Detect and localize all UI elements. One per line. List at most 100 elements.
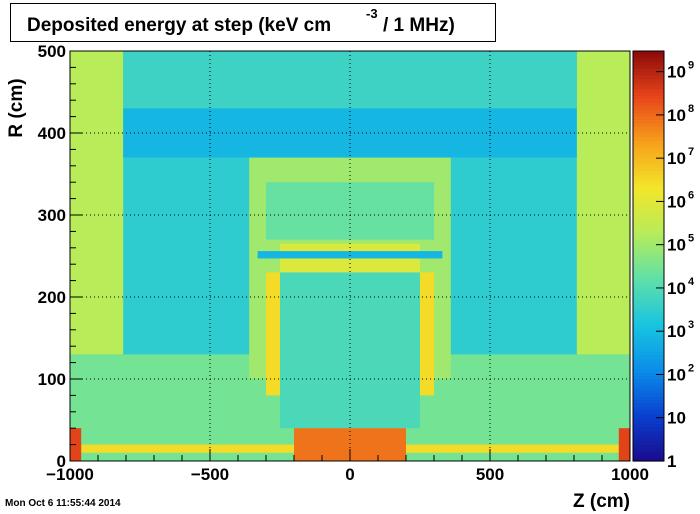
y-tick-label: 500 <box>38 42 66 61</box>
heatmap-cell <box>618 428 630 461</box>
heatmap-cell <box>280 272 420 429</box>
colorbar-segment <box>633 160 664 165</box>
colorbar-segment <box>633 385 664 390</box>
colorbar-segment <box>633 324 664 329</box>
colorbar-segment <box>633 105 664 110</box>
colorbar-segment <box>633 109 664 114</box>
colorbar-segment <box>633 95 664 100</box>
colorbar-segment <box>633 297 664 302</box>
chart-title-exponent: -3 <box>366 6 378 21</box>
y-tick-label: 300 <box>38 206 66 225</box>
colorbar-tick-label: 1 <box>667 452 676 471</box>
colorbar-segment <box>633 211 664 216</box>
chart-title-tail: / 1 MHz) <box>383 15 455 36</box>
colorbar-segment <box>633 447 664 452</box>
colorbar-segment <box>633 331 664 336</box>
colorbar-segment <box>633 102 664 107</box>
colorbar-segment <box>633 163 664 168</box>
colorbar-segment <box>633 402 664 407</box>
colorbar-segment <box>633 358 664 363</box>
colorbar-segment <box>633 310 664 315</box>
colorbar-segment <box>633 293 664 298</box>
colorbar-segment <box>633 245 664 250</box>
colorbar-segment <box>633 249 664 254</box>
colorbar-segment <box>633 450 664 455</box>
colorbar-segment <box>633 81 664 86</box>
colorbar-segment <box>633 225 664 230</box>
colorbar-segment <box>633 51 664 56</box>
colorbar-segment <box>633 259 664 264</box>
y-tick-label: 200 <box>38 288 66 307</box>
x-axis-title: Z (cm) <box>573 491 630 512</box>
colorbar-segment <box>633 235 664 240</box>
colorbar-segment <box>633 167 664 172</box>
colorbar-segment <box>633 174 664 179</box>
colorbar-segment <box>633 129 664 134</box>
heatmap-cell <box>266 272 280 396</box>
colorbar-segment <box>633 143 664 148</box>
colorbar-segment <box>633 61 664 66</box>
colorbar-segment <box>633 92 664 97</box>
colorbar-segment <box>633 201 664 206</box>
colorbar-segment <box>633 283 664 288</box>
colorbar-segment <box>633 197 664 202</box>
colorbar-segment <box>633 242 664 247</box>
colorbar-segment <box>633 122 664 127</box>
colorbar-segment <box>633 204 664 209</box>
colorbar-tick-label: 10 <box>667 63 686 82</box>
colorbar-segment <box>633 119 664 124</box>
colorbar-tick-label: 10 <box>667 279 686 298</box>
colorbar-segment <box>633 262 664 267</box>
colorbar-segment <box>633 406 664 411</box>
colorbar-tick-exponent: 7 <box>688 146 694 158</box>
colorbar-segment <box>633 68 664 73</box>
colorbar-segment <box>633 218 664 223</box>
x-tick-label: −500 <box>191 465 229 484</box>
colorbar-tick-label: 10 <box>667 365 686 384</box>
colorbar-segment <box>633 256 664 261</box>
colorbar-segment <box>633 150 664 155</box>
colorbar-segment <box>633 317 664 322</box>
colorbar-segment <box>633 307 664 312</box>
colorbar-segment <box>633 392 664 397</box>
colorbar-segment <box>633 57 664 62</box>
colorbar-segment <box>633 170 664 175</box>
colorbar-tick-exponent: 6 <box>688 189 694 201</box>
colorbar-segment <box>633 416 664 421</box>
x-tick-label: 1000 <box>611 465 649 484</box>
colorbar-segment <box>633 184 664 189</box>
colorbar-segment <box>633 273 664 278</box>
colorbar-segment <box>633 426 664 431</box>
x-tick-label: −1000 <box>46 465 94 484</box>
colorbar-segment <box>633 78 664 83</box>
colorbar-segment <box>633 139 664 144</box>
colorbar-segment <box>633 153 664 158</box>
timestamp: Mon Oct 6 11:55:44 2014 <box>5 498 121 509</box>
colorbar-frame <box>632 50 665 462</box>
colorbar-segment <box>633 430 664 435</box>
y-tick-label: 400 <box>38 124 66 143</box>
colorbar-segment <box>633 146 664 151</box>
colorbar-segment <box>633 338 664 343</box>
colorbar-tick-exponent: 2 <box>688 362 694 374</box>
colorbar-segment <box>633 433 664 438</box>
colorbar-segment <box>633 187 664 192</box>
colorbar-segment <box>633 382 664 387</box>
y-tick-label: 0 <box>57 452 66 471</box>
colorbar-segment <box>633 334 664 339</box>
colorbar-segment <box>633 191 664 196</box>
colorbar-tick-label: 10 <box>667 409 686 428</box>
colorbar-segment <box>633 423 664 428</box>
colorbar-segment <box>633 396 664 401</box>
colorbar-segment <box>633 85 664 90</box>
colorbar-segment <box>633 320 664 325</box>
colorbar-segment <box>633 228 664 233</box>
colorbar-segment <box>633 232 664 237</box>
x-tick-label: 0 <box>345 465 354 484</box>
title-box: Deposited energy at step (keV cm -3 / 1 … <box>10 3 496 42</box>
colorbar-tick-label: 10 <box>667 149 686 168</box>
colorbar-segment <box>633 266 664 271</box>
heatmap-cell <box>406 444 619 453</box>
